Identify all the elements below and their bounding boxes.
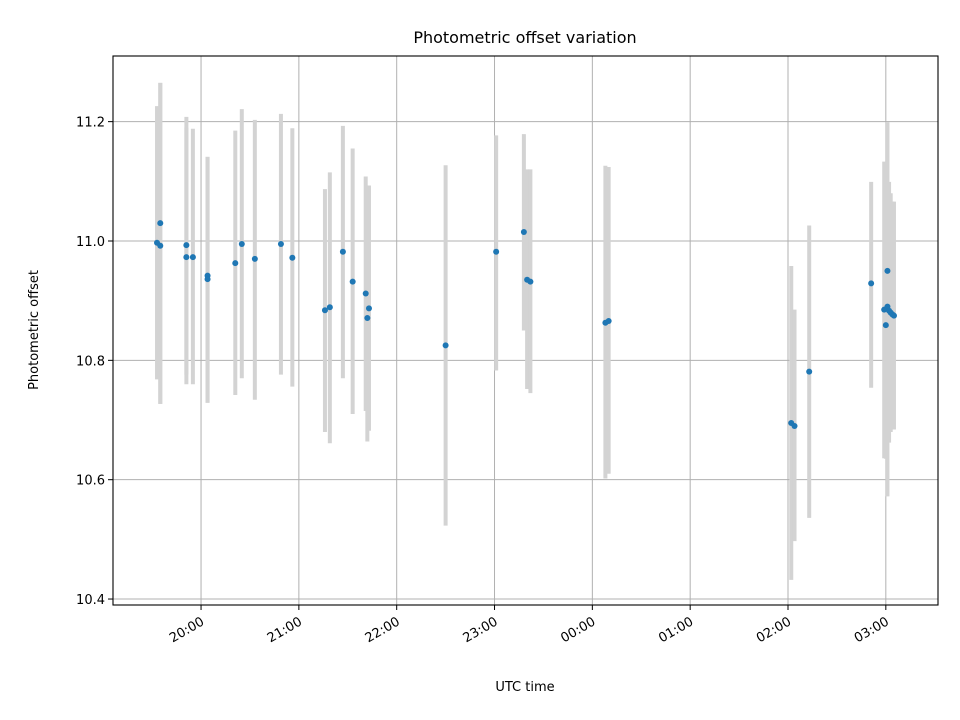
chart-title: Photometric offset variation [413,28,636,47]
data-point [277,240,284,247]
data-point [251,255,258,262]
y-tick-label: 10.6 [76,474,105,489]
y-axis-label: Photometric offset [27,270,42,390]
y-tick-label: 11.0 [76,235,105,250]
data-point [238,240,245,247]
data-point [232,260,239,267]
data-point [204,276,211,283]
data-point [806,368,813,375]
data-point [791,422,798,429]
data-point [183,254,190,261]
data-point [890,312,897,319]
data-point [157,242,164,249]
y-tick-label: 10.4 [76,593,105,608]
data-point [442,342,449,349]
y-tick-label: 11.2 [76,116,105,131]
data-point [289,254,296,261]
plot-frame [112,55,939,606]
data-point [527,278,534,285]
y-tick-label: 10.8 [76,354,105,369]
data-point [321,307,328,314]
data-point [157,220,164,227]
data-point [520,229,527,236]
data-point [365,305,372,312]
data-point [882,322,889,329]
data-point [493,248,500,255]
data-point [364,314,371,321]
y-axis-ticks: 10.4 10.6 10.8 11.0 11.2 [76,116,113,608]
data-points [154,220,897,429]
data-point [868,280,875,287]
data-point [349,278,356,285]
data-point [326,304,333,311]
data-point [362,290,369,297]
data-point [189,254,196,261]
data-point [183,242,190,249]
data-point [884,267,891,274]
data-point [339,248,346,255]
data-point [605,317,612,324]
x-axis-label: UTC time [495,680,554,695]
